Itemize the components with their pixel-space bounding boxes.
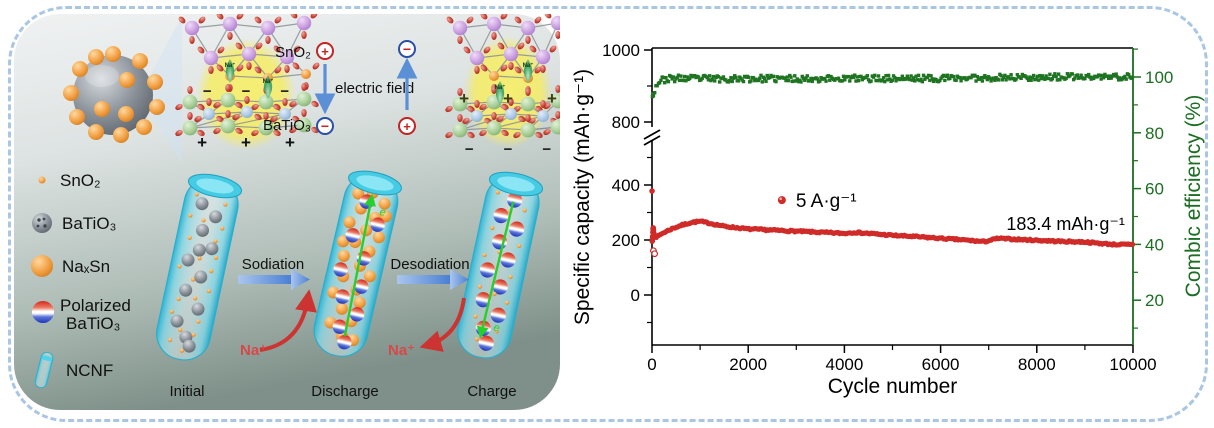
annotation-0: 5 A·g⁻¹ <box>777 191 857 212</box>
sodiation-label: Sodiation <box>242 256 305 273</box>
electron-flow-arrow <box>476 201 515 339</box>
svg-text:0: 0 <box>647 355 656 374</box>
cycling-performance-chart: 0 2000 4000 6000 8000 10000 Cycle number 0 200 40… <box>572 41 1205 398</box>
negative-charges-row: − − − <box>203 83 290 100</box>
dashed-border-frame <box>8 6 1208 422</box>
na-ion-label: Na⁺ <box>388 342 415 359</box>
svg-text:60: 60 <box>1145 180 1164 199</box>
electric-field-diagram: SnO₂ + electric field BaTiO₃ − − + <box>263 40 418 135</box>
desodiation-step: Desodiation Na⁺ <box>388 256 470 359</box>
svg-text:80: 80 <box>1145 124 1164 143</box>
na-extraction-arrow <box>419 297 466 352</box>
na-ion-label: Na⁺ <box>240 342 267 359</box>
svg-text:+: + <box>321 44 329 59</box>
legend-label: NaₓSn <box>62 257 110 276</box>
nanofiber-discharge: e <box>313 170 402 357</box>
stage-label-charge: Charge <box>467 383 516 400</box>
batio3-sno2-nanoparticle <box>63 16 182 164</box>
svg-text:0: 0 <box>631 286 640 305</box>
series-efficiency <box>650 72 1135 244</box>
batio3-sphere-icon <box>32 213 52 233</box>
minus-terminal-icon: − <box>398 40 416 58</box>
svg-text:+: + <box>403 119 411 134</box>
svg-text:4000: 4000 <box>825 355 863 374</box>
svg-text:6000: 6000 <box>922 355 960 374</box>
electron-flow-arrow <box>343 193 376 337</box>
magnify-callout-cone <box>151 16 182 164</box>
na-insertion-arrow <box>259 289 317 352</box>
legend-item-ncnf: NCNF <box>34 351 113 389</box>
polarized-batio3-sphere-icon <box>31 300 55 324</box>
svg-text:800: 800 <box>612 113 640 132</box>
legend-label: SnO₂ <box>60 171 101 190</box>
svg-text:1000: 1000 <box>602 41 640 60</box>
svg-text:−: − <box>321 118 329 134</box>
negative-charges-row: − − − <box>465 141 552 158</box>
crystal-structure-after-field: Na⁺ Na⁺ + + + − − − <box>444 14 560 158</box>
series-capacity <box>649 188 1136 258</box>
minus-terminal-icon: − <box>316 117 334 135</box>
x-axis: 0 2000 4000 6000 8000 10000 Cycle number <box>647 345 1157 398</box>
stage-label-initial: Initial <box>169 383 204 400</box>
sodiation-step: Sodiation Na⁺ <box>238 256 317 359</box>
positive-charges-row: + + + <box>459 89 557 108</box>
legend-item-naxsn: NaₓSn <box>31 255 110 277</box>
na-ion-label: Na⁺ <box>495 84 506 91</box>
batio3-lattice <box>444 85 560 140</box>
svg-text:2000: 2000 <box>729 355 767 374</box>
desodiation-arrow <box>397 269 469 290</box>
legend-label: NCNF <box>66 361 113 380</box>
crystal-structure-before-field: Na⁺ Na⁺ − − − + + + <box>174 14 321 152</box>
batio3-structure-label: BaTiO₃ <box>263 117 311 134</box>
electric-field-label: electric field <box>335 80 414 97</box>
svg-text:−: − <box>403 41 411 57</box>
na-ion-label: Na⁺ <box>523 62 534 69</box>
nanofiber-charge: e <box>457 171 544 359</box>
chart-axes <box>651 47 1134 346</box>
x-axis-title: Cycle number <box>828 375 958 398</box>
electron-label: e <box>378 206 387 219</box>
svg-text:200: 200 <box>612 231 640 250</box>
na-ion-label: Na⁺ <box>225 62 236 69</box>
legend-item-sno2: SnO₂ <box>38 171 101 190</box>
electron-label: e <box>492 322 500 335</box>
batio3-lattice <box>174 83 320 138</box>
positive-charges-row: + + + <box>197 133 295 152</box>
sno2-structure-label: SnO₂ <box>275 44 311 61</box>
plus-terminal-icon: + <box>398 117 416 135</box>
legend-label: BaTiO₃ <box>66 314 120 333</box>
naxsn-sphere-icon <box>31 255 53 277</box>
legend-item-batio3: BaTiO₃ <box>32 213 116 233</box>
sodiation-arrow <box>238 269 310 290</box>
nanofiber-initial <box>156 173 243 361</box>
svg-text:100: 100 <box>1145 68 1173 87</box>
y-axis-left: 0 200 400 800 1000 Specific capacity (mAh·g⁻¹… <box>572 41 661 325</box>
legend-label: BaTiO₃ <box>62 214 116 233</box>
stage-label-discharge: Discharge <box>311 383 379 400</box>
svg-text:8000: 8000 <box>1018 355 1056 374</box>
y-axis-right: 20 40 60 80 100 Combic efficiency (%) <box>1133 48 1205 329</box>
ncnf-tube-icon <box>34 351 54 389</box>
sno2-dot-icon <box>38 176 46 184</box>
y-axis-right-title: Combic efficiency (%) <box>1182 95 1205 298</box>
svg-text:40: 40 <box>1145 235 1164 254</box>
legend-label: Polarized <box>60 296 131 315</box>
panel-background <box>14 14 560 410</box>
svg-text:10000: 10000 <box>1109 355 1156 374</box>
y-axis-left-title: Specific capacity (mAh·g⁻¹) <box>572 69 594 325</box>
na-ion-label: Na⁺ <box>263 78 274 85</box>
svg-text:20: 20 <box>1145 291 1164 310</box>
plus-terminal-icon: + <box>316 42 334 60</box>
svg-text:400: 400 <box>612 176 640 195</box>
material-legend: SnO₂ BaTiO₃ NaₓSn Polarized BaTiO₃ NCNF <box>31 171 131 389</box>
annotation-1: 183.4 mAh·g⁻¹ <box>1006 214 1125 234</box>
sno2-lattice <box>445 14 560 94</box>
svg-text:183.4 mAh·g⁻¹: 183.4 mAh·g⁻¹ <box>1006 214 1125 234</box>
mechanism-schematic-panel: Na⁺ Na⁺ − − − + + + SnO₂ + electric fiel… <box>14 14 560 410</box>
legend-item-polarized-batio3: Polarized BaTiO₃ <box>31 296 131 333</box>
desodiation-label: Desodiation <box>390 256 469 273</box>
svg-text:5 A·g⁻¹: 5 A·g⁻¹ <box>796 191 857 212</box>
